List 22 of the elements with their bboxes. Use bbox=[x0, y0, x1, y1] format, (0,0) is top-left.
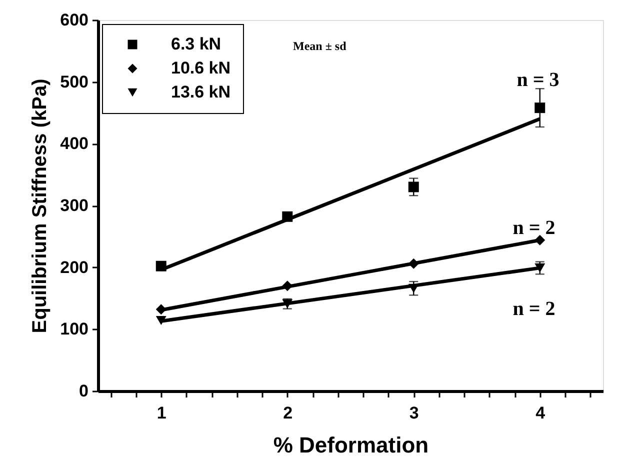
y-tick-label: 400 bbox=[60, 134, 88, 154]
annotation: n = 2 bbox=[512, 217, 556, 239]
y-tick-label: 100 bbox=[60, 320, 88, 339]
legend-label: 13.6 kN bbox=[171, 82, 231, 102]
annotation: n = 3 bbox=[516, 69, 560, 91]
y-axis-title: Equilibrium Stiffness (kPa) bbox=[29, 78, 52, 334]
annotation: n = 2 bbox=[512, 298, 556, 320]
y-tick-label: 300 bbox=[60, 196, 88, 215]
x-tick-label: 2 bbox=[283, 404, 293, 422]
legend-label: 6.3 kN bbox=[171, 34, 222, 54]
x-tick-label: 1 bbox=[156, 404, 166, 422]
y-tick-label: 500 bbox=[60, 72, 88, 92]
legend-label: 10.6 kN bbox=[171, 58, 231, 78]
x-tick-label: 3 bbox=[409, 404, 419, 422]
y-tick-label: 0 bbox=[79, 382, 88, 400]
point bbox=[408, 182, 419, 192]
x-axis-title: % Deformation bbox=[273, 432, 429, 458]
y-tick-label: 200 bbox=[60, 258, 88, 277]
y-tick-label: 600 bbox=[60, 10, 88, 30]
point bbox=[534, 102, 546, 114]
annotation: Mean ± sd bbox=[293, 39, 347, 53]
x-tick-label: 4 bbox=[536, 404, 546, 422]
